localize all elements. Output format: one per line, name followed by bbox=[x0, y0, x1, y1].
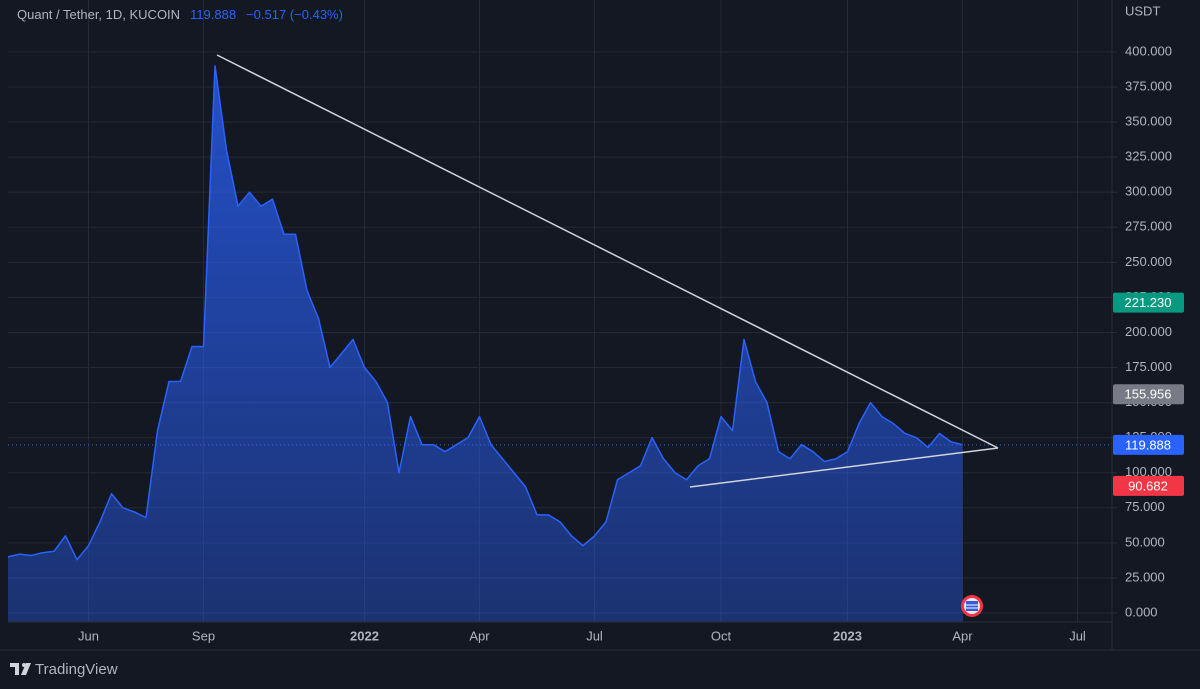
x-tick-label: Apr bbox=[952, 628, 973, 643]
events-icon[interactable] bbox=[961, 595, 983, 617]
price-badge-label: 90.682 bbox=[1128, 478, 1168, 493]
y-tick-label: 100.000 bbox=[1125, 464, 1172, 479]
y-tick-label: 275.000 bbox=[1125, 219, 1172, 234]
trend-line bbox=[216, 54, 999, 449]
price-badge bbox=[1113, 434, 1184, 455]
trend-line bbox=[689, 447, 999, 488]
price-badge-label: 221.230 bbox=[1125, 295, 1172, 310]
price-badge-label: 119.888 bbox=[1125, 437, 1171, 452]
price-badge bbox=[1113, 384, 1184, 405]
y-tick-label: 300.000 bbox=[1125, 184, 1172, 199]
legend: Quant / Tether, 1D, KUCOIN 119.888 −0.517 … bbox=[17, 7, 343, 22]
price-badge-label: 155.956 bbox=[1125, 387, 1172, 402]
price-badge bbox=[1113, 475, 1184, 496]
x-tick-label: 2022 bbox=[350, 628, 379, 643]
x-tick-label: Oct bbox=[711, 628, 732, 643]
x-tick-label: Jun bbox=[78, 628, 99, 643]
y-tick-label: 250.000 bbox=[1125, 254, 1172, 269]
last-price: 119.888 bbox=[190, 7, 236, 22]
y-tick-label: 400.000 bbox=[1125, 43, 1172, 58]
x-tick-label: Apr bbox=[469, 628, 490, 643]
price-change: −0.517 (−0.43%) bbox=[246, 7, 343, 22]
x-tick-label: Sep bbox=[192, 628, 215, 643]
y-tick-label: 200.000 bbox=[1125, 324, 1172, 339]
x-tick-label: Jul bbox=[586, 628, 603, 643]
price-line bbox=[7, 65, 963, 561]
y-tick-label: 25.000 bbox=[1125, 569, 1165, 584]
y-tick-label: 350.000 bbox=[1125, 113, 1172, 128]
y-tick-label: 75.000 bbox=[1125, 499, 1165, 514]
y-tick-label: 325.000 bbox=[1125, 149, 1172, 164]
currency-label: USDT bbox=[1125, 3, 1160, 18]
y-tick-label: 50.000 bbox=[1125, 534, 1165, 549]
x-tick-label: 2023 bbox=[833, 628, 862, 643]
price-badge bbox=[1113, 292, 1184, 313]
x-tick-label: Jul bbox=[1069, 628, 1086, 643]
y-tick-label: 175.000 bbox=[1125, 359, 1172, 374]
brand-name[interactable]: TradingView bbox=[35, 661, 118, 678]
brand-logo[interactable]: TradingView bbox=[10, 661, 118, 678]
y-tick-label: 0.000 bbox=[1125, 604, 1158, 619]
y-tick-label: 375.000 bbox=[1125, 78, 1172, 93]
symbol-title: Quant / Tether, 1D, KUCOIN bbox=[17, 7, 180, 22]
